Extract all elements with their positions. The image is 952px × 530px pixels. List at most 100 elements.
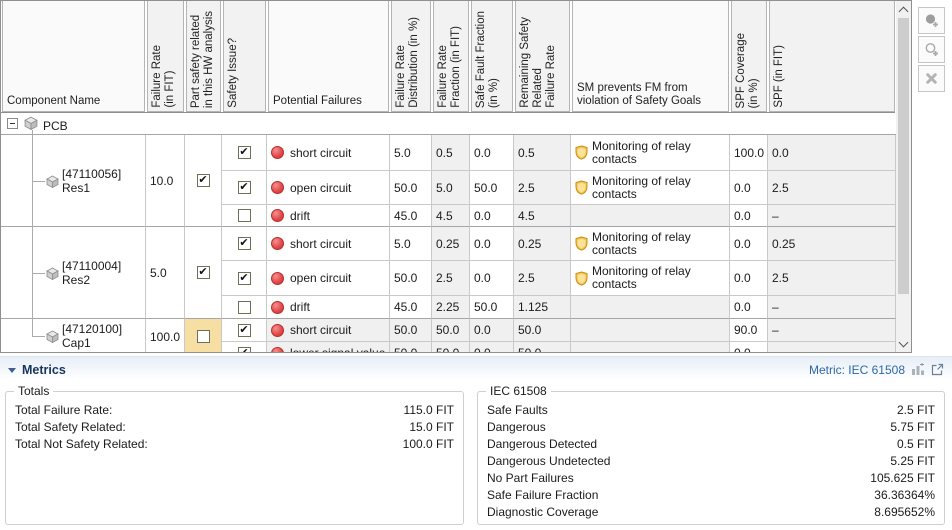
- safety-issue-checkbox[interactable]: ✔: [237, 323, 251, 337]
- col-header-sm-prevents[interactable]: SM prevents FM from violation of Safety …: [572, 1, 729, 112]
- col-header-component-name[interactable]: Component Name: [2, 1, 145, 112]
- failure-rate-res1[interactable]: 10.0: [146, 135, 185, 227]
- metric-row: Total Not Safety Related: 100.0 FIT: [15, 437, 454, 451]
- totals-groupbox: Totals Total Failure Rate: 115.0 FIT Tota…: [5, 384, 464, 525]
- metrics-section-toggle[interactable]: Metrics: [8, 357, 66, 382]
- shield-icon: [575, 270, 588, 286]
- component-label-res1[interactable]: [47110056] Res1: [62, 167, 122, 195]
- fr-distribution-cell[interactable]: 45.0: [390, 296, 432, 319]
- spf-coverage-cell[interactable]: 0.0: [730, 205, 768, 227]
- scrollbar-thumb[interactable]: [898, 18, 909, 294]
- potential-failure-cell[interactable]: lower signal value: [267, 342, 390, 352]
- safety-mechanism-cell[interactable]: Monitoring of relay contacts: [571, 171, 730, 205]
- safety-issue-cell: [222, 205, 267, 227]
- component-cell-cap1[interactable]: [1, 319, 146, 352]
- component-label-res2[interactable]: [47110004] Res2: [62, 259, 122, 287]
- col-header-part-safety-related[interactable]: Part safety related in this HW analysis: [186, 1, 221, 112]
- expander-pcb[interactable]: [7, 118, 18, 129]
- safe-fault-fraction-cell[interactable]: 0.0: [470, 205, 514, 227]
- add-failure-mode-button[interactable]: [918, 7, 945, 34]
- remaining-sr-fr-cell: 0.5: [514, 135, 571, 171]
- add-failure-mode-alt-button[interactable]: [918, 36, 945, 63]
- potential-failure-cell[interactable]: short circuit: [267, 227, 390, 261]
- fr-distribution-cell[interactable]: 45.0: [390, 205, 432, 227]
- metric-row: Diagnostic Coverage 8.695652%: [487, 505, 935, 519]
- spf-coverage-cell[interactable]: 100.0: [730, 135, 768, 171]
- row-pcb[interactable]: [1, 113, 896, 135]
- col-header-fr-fraction[interactable]: Failure Rate Fraction (in FIT): [433, 1, 469, 112]
- remaining-sr-fr-cell: 4.5: [514, 205, 571, 227]
- delete-x-icon: [926, 73, 937, 84]
- scroll-down-arrow[interactable]: [896, 335, 911, 352]
- part-safety-checkbox-res2[interactable]: ✔: [196, 266, 210, 279]
- spf-cell: 2.5: [768, 171, 896, 205]
- potential-failure-cell[interactable]: open circuit: [267, 261, 390, 296]
- safety-issue-checkbox[interactable]: ✔: [237, 271, 251, 285]
- col-header-potential-failures[interactable]: Potential Failures: [268, 1, 389, 112]
- component-cell-res2[interactable]: [1, 227, 146, 319]
- spf-coverage-cell[interactable]: 0.0: [730, 171, 768, 205]
- safe-fault-fraction-cell[interactable]: 50.0: [470, 296, 514, 319]
- potential-failure-cell[interactable]: drift: [267, 296, 390, 319]
- vertical-scrollbar[interactable]: [896, 1, 911, 352]
- change-metric-icon[interactable]: [911, 363, 925, 376]
- safety-issue-cell: ✔: [222, 261, 267, 296]
- safety-issue-checkbox[interactable]: ✔: [237, 346, 251, 352]
- col-header-spf[interactable]: SPF (in FIT): [769, 1, 895, 112]
- spf-coverage-cell[interactable]: 0.0: [730, 342, 768, 352]
- add-outline-circle-icon: [925, 42, 938, 56]
- fr-distribution-cell: 50.0: [390, 342, 432, 352]
- fr-distribution-cell: 50.0: [390, 319, 432, 342]
- col-header-safety-issue[interactable]: Safety Issue?: [223, 1, 266, 112]
- metric-row: Dangerous 5.75 FIT: [487, 420, 935, 434]
- col-header-fr-distribution[interactable]: Failure Rate Distribution (in %): [391, 1, 431, 112]
- potential-failure-cell[interactable]: open circuit: [267, 171, 390, 205]
- shield-icon: [575, 236, 588, 251]
- failure-mode-icon: [271, 209, 284, 222]
- component-cube-icon: [46, 175, 59, 188]
- open-external-icon[interactable]: [931, 363, 944, 376]
- spf-coverage-cell[interactable]: 0.0: [730, 227, 768, 261]
- potential-failure-cell[interactable]: short circuit: [267, 135, 390, 171]
- fr-distribution-cell[interactable]: 50.0: [390, 171, 432, 205]
- potential-failure-cell[interactable]: drift: [267, 205, 390, 227]
- spf-coverage-cell[interactable]: 0.0: [730, 261, 768, 296]
- safety-issue-checkbox[interactable]: ✔: [237, 146, 251, 159]
- scroll-up-arrow[interactable]: [896, 1, 911, 18]
- add-filled-circle-icon: [925, 13, 938, 27]
- fr-distribution-cell[interactable]: 5.0: [390, 227, 432, 261]
- safe-fault-fraction-cell[interactable]: 0.0: [470, 261, 514, 296]
- safety-issue-checkbox[interactable]: ✔: [237, 237, 251, 250]
- safety-issue-cell: ✔: [222, 171, 267, 205]
- component-label-cap1[interactable]: [47120100] Cap1: [62, 322, 123, 350]
- col-header-spf-coverage[interactable]: SPF Coverage (in %): [731, 1, 767, 112]
- part-safety-checkbox-res1[interactable]: ✔: [196, 174, 210, 187]
- col-header-failure-rate[interactable]: Failure Rate (in FIT): [147, 1, 184, 112]
- spf-coverage-cell[interactable]: 0.0: [730, 296, 768, 319]
- part-safety-cell-res1: ✔: [185, 135, 222, 227]
- safe-fault-fraction-cell[interactable]: 0.0: [470, 227, 514, 261]
- potential-failure-cell[interactable]: short circuit: [267, 319, 390, 342]
- fr-distribution-cell[interactable]: 50.0: [390, 261, 432, 296]
- failure-rate-res2[interactable]: 5.0: [146, 227, 185, 319]
- safety-mechanism-cell[interactable]: Monitoring of relay contacts: [571, 261, 730, 296]
- col-header-remaining-sr-fr[interactable]: Remaining Safety Related Failure Rate: [515, 1, 570, 112]
- part-safety-cell-cap1: [185, 319, 222, 352]
- safe-fault-fraction-cell[interactable]: 0.0: [470, 135, 514, 171]
- fr-distribution-cell[interactable]: 5.0: [390, 135, 432, 171]
- spf-coverage-cell[interactable]: 90.0: [730, 319, 768, 342]
- safety-mechanism-cell[interactable]: Monitoring of relay contacts: [571, 135, 730, 171]
- delete-button[interactable]: [918, 65, 945, 92]
- safety-issue-cell: ✔: [222, 342, 267, 352]
- component-cell-res1[interactable]: [1, 135, 146, 227]
- safety-issue-checkbox[interactable]: [237, 209, 251, 222]
- safety-issue-checkbox[interactable]: ✔: [237, 181, 251, 194]
- spf-cell: –: [768, 342, 896, 352]
- failure-rate-cap1[interactable]: 100.0: [146, 319, 185, 352]
- safety-mechanism-cell[interactable]: Monitoring of relay contacts: [571, 227, 730, 261]
- safety-issue-checkbox[interactable]: [237, 300, 251, 314]
- safe-fault-fraction-cell[interactable]: 50.0: [470, 171, 514, 205]
- part-safety-checkbox-cap1[interactable]: [196, 330, 210, 343]
- metric-row: Safe Failure Fraction 36.36364%: [487, 488, 935, 502]
- col-header-safe-fault-fraction[interactable]: Safe Fault Fraction (in %): [471, 1, 513, 112]
